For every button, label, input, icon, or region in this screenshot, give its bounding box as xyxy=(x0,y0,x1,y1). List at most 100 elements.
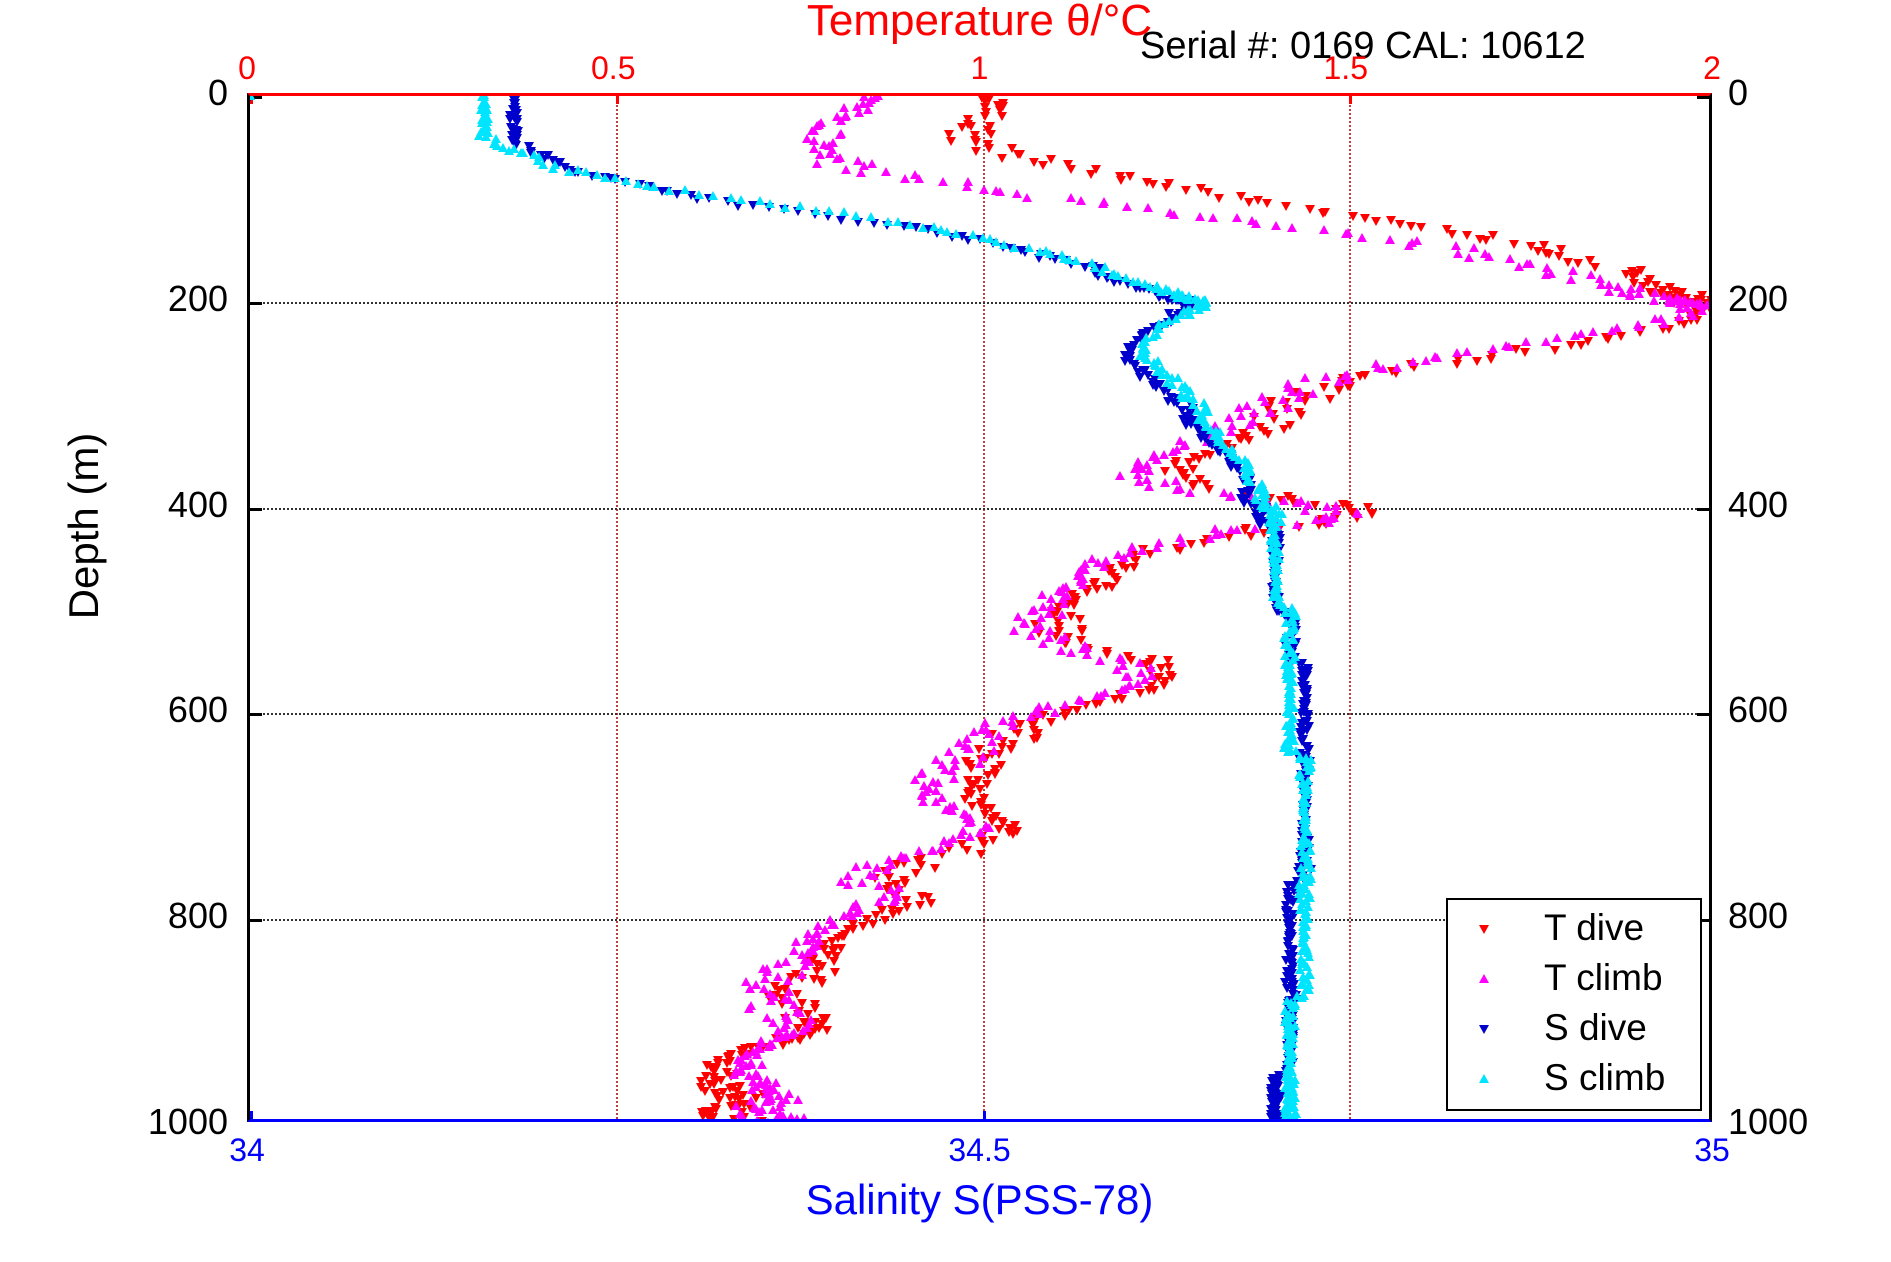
data-point-marker xyxy=(1565,274,1576,284)
data-point-marker xyxy=(1172,372,1183,382)
data-point-marker xyxy=(1505,253,1516,263)
data-point-marker xyxy=(1612,323,1623,333)
data-point-marker xyxy=(1585,270,1596,280)
data-point-marker xyxy=(572,165,583,175)
data-point-marker xyxy=(1171,485,1182,495)
data-point-marker xyxy=(809,974,820,984)
data-point-marker xyxy=(1055,634,1066,644)
data-point-marker xyxy=(1481,236,1492,246)
data-point-marker xyxy=(836,877,847,887)
data-point-marker xyxy=(747,201,758,211)
data-point-marker xyxy=(885,885,896,895)
data-point-marker xyxy=(1160,466,1171,476)
data-point-marker xyxy=(1617,288,1628,298)
data-point-marker xyxy=(1056,249,1067,259)
data-point-marker xyxy=(1068,600,1079,610)
data-point-marker xyxy=(832,934,843,944)
data-point-marker xyxy=(710,1105,721,1114)
data-point-marker xyxy=(1213,193,1224,203)
data-point-marker xyxy=(754,1117,765,1119)
data-point-marker xyxy=(1657,324,1668,334)
data-point-marker xyxy=(1218,487,1229,497)
data-point-marker xyxy=(1266,536,1277,546)
data-point-marker xyxy=(1159,478,1170,488)
data-point-marker xyxy=(1408,363,1419,373)
data-point-marker xyxy=(853,155,864,165)
data-point-marker xyxy=(1562,257,1573,267)
data-point-marker xyxy=(998,819,1009,829)
data-point-marker xyxy=(942,227,953,237)
data-point-marker xyxy=(1112,549,1123,559)
legend-item-s-climb[interactable]: S climb xyxy=(1448,1054,1700,1104)
data-point-marker xyxy=(504,146,515,156)
data-point-marker xyxy=(1065,192,1076,202)
data-point-marker xyxy=(1161,369,1172,379)
data-point-marker xyxy=(1462,230,1473,240)
data-point-marker xyxy=(979,185,990,194)
data-point-marker xyxy=(1286,223,1297,233)
data-point-marker xyxy=(1119,356,1130,366)
data-point-marker xyxy=(1101,555,1112,565)
data-point-marker xyxy=(957,123,968,133)
data-point-marker xyxy=(1066,612,1077,622)
data-point-marker xyxy=(994,730,1005,740)
data-point-marker xyxy=(1226,421,1237,431)
data-point-marker xyxy=(1319,383,1330,393)
data-point-marker xyxy=(1036,590,1047,600)
data-point-marker xyxy=(1286,387,1297,397)
data-point-marker xyxy=(1099,562,1110,572)
data-point-marker xyxy=(1281,1118,1292,1119)
data-point-marker xyxy=(1269,415,1280,425)
data-point-marker xyxy=(1572,258,1583,268)
data-point-marker xyxy=(880,167,891,177)
legend-item-s-dive[interactable]: S dive xyxy=(1448,1004,1700,1054)
data-point-marker xyxy=(1254,520,1265,530)
data-point-marker xyxy=(1696,305,1707,315)
data-point-marker xyxy=(1012,150,1023,160)
data-point-marker xyxy=(1650,288,1661,298)
data-point-marker xyxy=(995,106,1006,116)
data-point-marker xyxy=(1127,276,1138,286)
data-point-marker xyxy=(1532,246,1543,256)
legend-item-t-climb[interactable]: T climb xyxy=(1448,954,1700,1004)
data-point-marker xyxy=(1058,598,1069,608)
data-point-marker xyxy=(1058,254,1069,264)
data-point-marker xyxy=(1275,1072,1286,1082)
data-point-marker xyxy=(1337,500,1348,510)
data-point-marker xyxy=(783,1118,794,1119)
data-point-marker xyxy=(1095,655,1106,665)
data-point-marker xyxy=(1107,270,1118,280)
plot-inner xyxy=(250,96,1709,1119)
data-point-marker xyxy=(1199,539,1210,549)
data-point-marker xyxy=(735,1081,746,1091)
data-point-marker xyxy=(932,778,943,788)
data-point-marker xyxy=(1231,213,1242,223)
data-point-marker xyxy=(1159,387,1170,397)
data-point-marker xyxy=(1116,685,1127,695)
data-point-marker xyxy=(548,164,559,174)
data-point-marker xyxy=(1543,250,1554,260)
data-point-marker xyxy=(910,868,921,878)
data-point-marker xyxy=(1195,211,1206,221)
data-point-marker xyxy=(762,1075,773,1085)
data-point-marker xyxy=(790,937,801,947)
data-point-marker xyxy=(1159,680,1170,690)
data-point-marker xyxy=(900,173,911,183)
data-point-marker xyxy=(959,794,970,804)
data-point-marker xyxy=(1202,188,1213,198)
legend-item-t-dive[interactable]: T dive xyxy=(1448,904,1700,954)
data-point-marker xyxy=(850,861,861,871)
data-point-marker xyxy=(1281,201,1292,211)
data-point-marker xyxy=(1288,887,1299,897)
data-point-marker xyxy=(817,962,828,972)
data-point-marker xyxy=(1008,243,1019,253)
data-point-marker xyxy=(1239,525,1250,535)
data-point-marker xyxy=(1299,373,1310,382)
data-point-marker xyxy=(1245,476,1256,486)
data-point-marker xyxy=(912,855,923,865)
data-point-marker xyxy=(1282,914,1293,924)
data-point-marker xyxy=(1090,263,1101,273)
data-point-marker xyxy=(250,96,255,100)
data-point-marker xyxy=(1280,650,1291,660)
legend-box[interactable]: T dive T climb S dive S climb xyxy=(1446,898,1702,1111)
